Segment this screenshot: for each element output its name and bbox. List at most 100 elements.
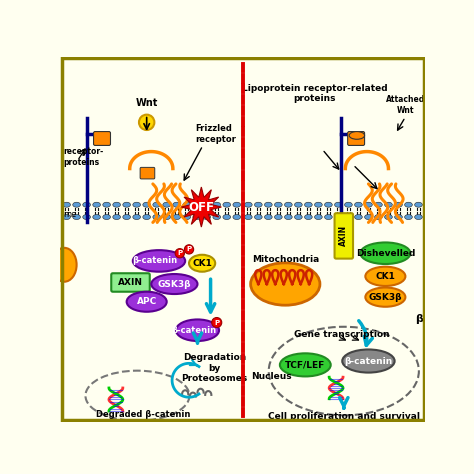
Text: P: P [186, 246, 191, 252]
Ellipse shape [284, 202, 292, 207]
Ellipse shape [213, 215, 220, 219]
Text: β: β [415, 314, 423, 324]
Ellipse shape [384, 215, 392, 219]
Ellipse shape [374, 215, 383, 219]
Ellipse shape [203, 202, 210, 207]
Ellipse shape [93, 202, 100, 207]
Ellipse shape [113, 202, 120, 207]
Ellipse shape [325, 215, 332, 219]
Ellipse shape [405, 202, 412, 207]
Ellipse shape [342, 349, 395, 373]
Ellipse shape [355, 202, 362, 207]
Ellipse shape [280, 353, 331, 376]
Ellipse shape [52, 248, 77, 282]
Ellipse shape [63, 215, 71, 219]
Ellipse shape [315, 202, 322, 207]
Text: AXIN: AXIN [118, 278, 143, 287]
Ellipse shape [175, 248, 184, 258]
Text: Mitochondria: Mitochondria [252, 255, 319, 264]
Ellipse shape [335, 202, 342, 207]
Text: me: me [64, 210, 77, 219]
Ellipse shape [304, 215, 312, 219]
Text: β-catenin: β-catenin [344, 356, 392, 365]
Ellipse shape [213, 202, 220, 207]
Ellipse shape [127, 292, 167, 312]
Text: Attached
Wnt: Attached Wnt [386, 95, 425, 115]
Text: OFF: OFF [188, 201, 214, 213]
Ellipse shape [304, 202, 312, 207]
Ellipse shape [113, 215, 120, 219]
Ellipse shape [151, 274, 198, 294]
Ellipse shape [223, 215, 231, 219]
Ellipse shape [264, 215, 272, 219]
Ellipse shape [163, 202, 171, 207]
Ellipse shape [274, 215, 282, 219]
Text: receptor-
proteins: receptor- proteins [64, 147, 104, 167]
Ellipse shape [255, 202, 262, 207]
Text: Frizzled
receptor: Frizzled receptor [195, 124, 236, 144]
Ellipse shape [143, 202, 151, 207]
Text: AXIN: AXIN [339, 225, 348, 246]
Ellipse shape [349, 132, 365, 139]
Text: GSK3β: GSK3β [158, 280, 191, 289]
Ellipse shape [294, 215, 302, 219]
Ellipse shape [176, 319, 219, 341]
Text: GSK3β: GSK3β [369, 292, 402, 301]
Ellipse shape [173, 215, 181, 219]
Ellipse shape [212, 318, 222, 328]
Text: Degradation
by
Proteosomes: Degradation by Proteosomes [182, 353, 247, 383]
Ellipse shape [193, 202, 201, 207]
FancyBboxPatch shape [140, 167, 155, 179]
Ellipse shape [365, 202, 372, 207]
Ellipse shape [395, 215, 402, 219]
Ellipse shape [183, 202, 191, 207]
Ellipse shape [123, 202, 130, 207]
Text: CK1: CK1 [375, 272, 395, 281]
Ellipse shape [415, 215, 422, 219]
Ellipse shape [325, 202, 332, 207]
Ellipse shape [133, 215, 140, 219]
Ellipse shape [223, 202, 231, 207]
Ellipse shape [183, 215, 191, 219]
Ellipse shape [233, 215, 241, 219]
Ellipse shape [133, 250, 185, 272]
Ellipse shape [73, 215, 81, 219]
Ellipse shape [83, 202, 91, 207]
Ellipse shape [415, 202, 422, 207]
Text: Gene transcription: Gene transcription [294, 329, 389, 338]
Ellipse shape [335, 215, 342, 219]
Ellipse shape [365, 215, 372, 219]
Ellipse shape [315, 215, 322, 219]
Ellipse shape [73, 202, 81, 207]
Ellipse shape [365, 267, 405, 286]
Ellipse shape [153, 215, 161, 219]
Text: CK1: CK1 [192, 259, 212, 268]
Text: Cell proliferation and survival: Cell proliferation and survival [268, 412, 420, 421]
Ellipse shape [405, 215, 412, 219]
Ellipse shape [103, 202, 110, 207]
Ellipse shape [365, 288, 405, 307]
Ellipse shape [233, 202, 241, 207]
Ellipse shape [245, 202, 252, 207]
FancyBboxPatch shape [111, 273, 150, 292]
Ellipse shape [264, 202, 272, 207]
Ellipse shape [163, 215, 171, 219]
FancyBboxPatch shape [347, 132, 365, 146]
Text: Lipoprotein receptor-related
proteins: Lipoprotein receptor-related proteins [242, 84, 387, 103]
Ellipse shape [184, 245, 194, 254]
Text: Wnt: Wnt [136, 98, 158, 108]
Text: P: P [177, 250, 182, 256]
Ellipse shape [245, 215, 252, 219]
Ellipse shape [189, 255, 215, 272]
Ellipse shape [123, 215, 130, 219]
Ellipse shape [83, 215, 91, 219]
Ellipse shape [395, 202, 402, 207]
Text: β-catenin: β-catenin [133, 256, 178, 265]
Ellipse shape [360, 242, 410, 264]
Ellipse shape [284, 215, 292, 219]
FancyBboxPatch shape [93, 132, 110, 146]
Ellipse shape [345, 215, 352, 219]
Text: Nucleus: Nucleus [251, 372, 292, 381]
Ellipse shape [93, 215, 100, 219]
Ellipse shape [143, 215, 151, 219]
